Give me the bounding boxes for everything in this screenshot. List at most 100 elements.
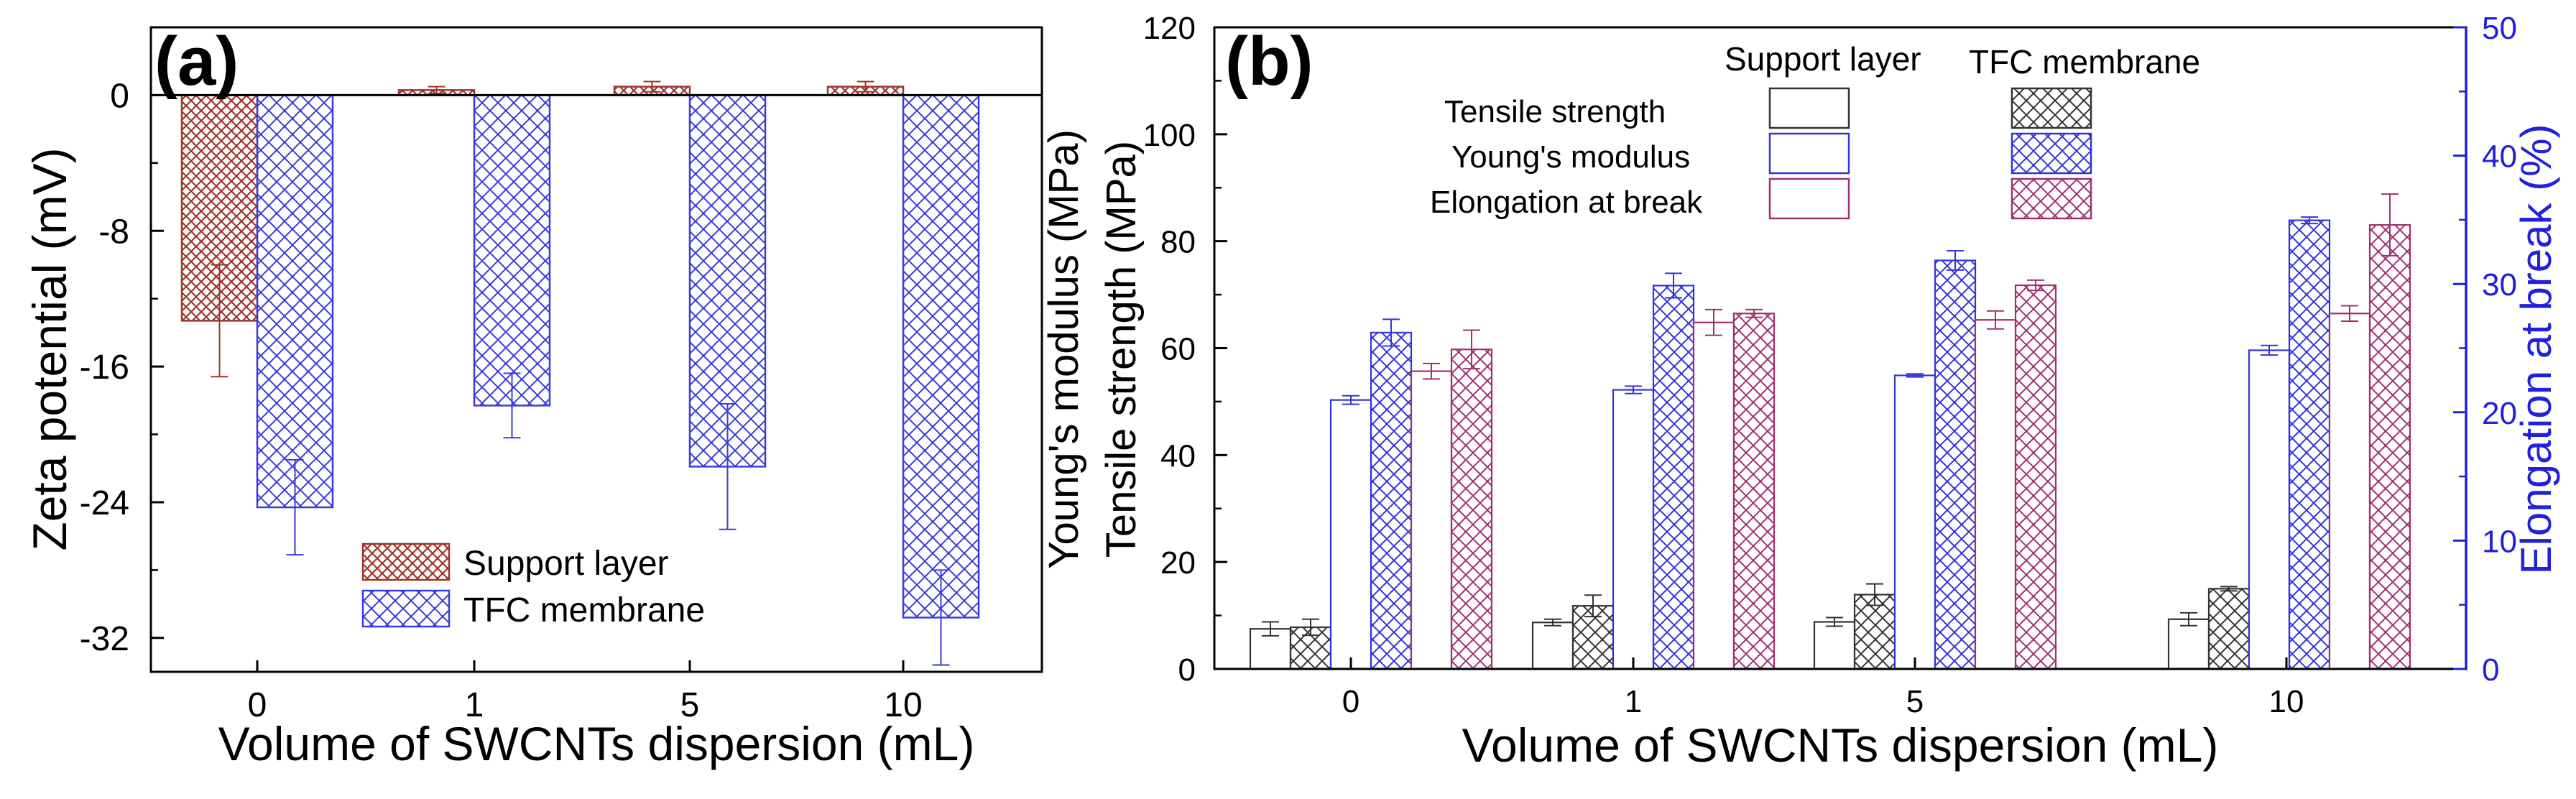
y-tick-label-32: -32 <box>80 620 129 658</box>
x-tick-label-0: 0 <box>1342 684 1359 719</box>
error-bar-young-s-modulus-support-layer-5 <box>1906 373 1924 378</box>
bar-elongation-at-break-support-layer-0 <box>1410 370 1453 670</box>
panel-b-legend: Support layer TFC membrane Tensile stren… <box>1430 40 2200 220</box>
error-bar-elongation-at-break-tfc-membrane-0 <box>1463 329 1480 370</box>
legend-swatch-elongation-tfc <box>2011 177 2092 220</box>
panel-b-label: (b) <box>1225 23 1314 100</box>
bar-tensile-strength-support-layer-1 <box>1531 622 1574 670</box>
right-y-tick-label-10: 10 <box>2482 524 2517 559</box>
legend-row-elongation-at-break: Elongation at break <box>1430 185 1703 220</box>
error-bar-elongation-at-break-support-layer-10 <box>2341 305 2358 322</box>
bar-tensile-strength-support-layer-10 <box>2167 618 2210 670</box>
error-bar-tensile-strength-support-layer-10 <box>2180 611 2197 627</box>
bar-elongation-at-break-tfc-membrane-5 <box>2014 284 2057 670</box>
bar-young-s-modulus-support-layer-10 <box>2248 349 2291 670</box>
legend-label-tfc-membrane: TFC membrane <box>463 591 705 629</box>
error-bar-elongation-at-break-support-layer-0 <box>1423 362 1440 380</box>
bar-young-s-modulus-support-layer-5 <box>1893 374 1936 670</box>
bar-tensile-strength-tfc-membrane-10 <box>2207 588 2250 670</box>
x-tick-label-5: 5 <box>1906 684 1924 719</box>
x-tick-label-10: 10 <box>2269 684 2304 719</box>
panel-a-error-bars <box>211 80 950 666</box>
error-bar-tfc-membrane-1 <box>503 372 521 439</box>
bar-young-s-modulus-support-layer-0 <box>1329 399 1372 670</box>
panel-a-y-axis-label: Zeta potential (mV) <box>23 147 76 550</box>
left-y-tick-label-60: 60 <box>1160 332 1196 367</box>
legend-swatch-tensile-tfc <box>2011 87 2092 129</box>
left-y-tick-label-40: 40 <box>1160 438 1196 474</box>
bar-elongation-at-break-support-layer-1 <box>1692 321 1735 670</box>
legend-swatch-tensile-support <box>1768 87 1850 129</box>
error-bar-support-layer-10 <box>857 80 874 93</box>
panel-a-label: (a) <box>154 23 239 100</box>
legend-swatch-modulus-support <box>1768 132 1850 175</box>
right-y-tick-label-50: 50 <box>2482 11 2517 46</box>
legend-swatch-tfc-membrane <box>361 589 451 628</box>
left-y-tick-label-20: 20 <box>1160 545 1196 581</box>
panel-b-bars <box>1249 219 2411 670</box>
error-bar-support-layer-0 <box>211 264 228 378</box>
error-bar-elongation-at-break-tfc-membrane-10 <box>2381 193 2399 257</box>
x-tick-label-1: 1 <box>1625 684 1642 719</box>
error-bar-young-s-modulus-tfc-membrane-10 <box>2301 216 2318 225</box>
bar-elongation-at-break-tfc-membrane-1 <box>1732 313 1776 670</box>
panel-a-y-ticks: 0 -8 -16 -24 -32 <box>80 26 164 658</box>
bar-tfc-membrane-0 <box>256 94 334 509</box>
x-tick-label-5: 5 <box>680 686 700 724</box>
left-y-tick-label-120: 120 <box>1143 11 1196 46</box>
legend-swatch-modulus-tfc <box>2011 132 2092 175</box>
right-y-tick-label-30: 30 <box>2482 267 2517 302</box>
error-bar-support-layer-1 <box>428 86 446 95</box>
error-bar-tfc-membrane-10 <box>932 569 950 666</box>
panel-b-right-y-ticks: 0 10 20 30 40 50 <box>2453 11 2517 688</box>
right-y-tick-label-20: 20 <box>2482 396 2517 431</box>
bar-young-s-modulus-tfc-membrane-5 <box>1934 259 1977 670</box>
bar-young-s-modulus-tfc-membrane-1 <box>1652 285 1695 670</box>
legend-label-support-layer: Support layer <box>463 545 669 583</box>
bar-elongation-at-break-tfc-membrane-10 <box>2368 223 2411 670</box>
y-tick-label-16: -16 <box>80 348 129 387</box>
legend-column-tfc-membrane: TFC membrane <box>1969 43 2200 80</box>
left-y-tick-label-0: 0 <box>1178 652 1196 688</box>
bar-young-s-modulus-support-layer-1 <box>1612 389 1655 670</box>
error-bar-young-s-modulus-tfc-membrane-5 <box>1947 250 1964 271</box>
bar-tensile-strength-support-layer-5 <box>1813 621 1856 670</box>
panel-a-legend: Support layer TFC membrane <box>361 542 705 629</box>
panel-a-x-ticks: 0 1 5 10 <box>248 660 923 724</box>
panel-b-x-axis-label: Volume of SWCNTs dispersion (mL) <box>1462 719 2219 772</box>
panel-b-y-axis-label-inner: Tensile strength (MPa) <box>1098 141 1145 558</box>
error-bar-young-s-modulus-support-layer-10 <box>2261 344 2278 356</box>
error-bar-young-s-modulus-tfc-membrane-0 <box>1382 318 1400 347</box>
y-tick-label-0: 0 <box>110 77 129 115</box>
error-bar-elongation-at-break-tfc-membrane-5 <box>2027 279 2044 292</box>
error-bar-tensile-strength-support-layer-0 <box>1262 621 1279 637</box>
panel-b-mechanical-properties: 0 20 40 60 80 100 120 0 10 20 30 40 50 0 1 5 10 (b) Vo… <box>1040 11 2560 772</box>
x-tick-label-10: 10 <box>884 686 922 724</box>
bar-elongation-at-break-support-layer-5 <box>1974 319 2017 670</box>
panel-b-y-axis-label-outer: Young's modulus (MPa) <box>1040 129 1087 569</box>
legend-swatch-elongation-support <box>1768 177 1850 220</box>
error-bar-tfc-membrane-0 <box>286 458 304 556</box>
error-bar-tensile-strength-tfc-membrane-1 <box>1584 594 1602 618</box>
left-y-tick-label-100: 100 <box>1143 118 1196 153</box>
bar-elongation-at-break-support-layer-10 <box>2328 313 2371 670</box>
panel-b-left-y-ticks: 0 20 40 60 80 100 120 <box>1143 11 1227 688</box>
bar-young-s-modulus-tfc-membrane-10 <box>2288 219 2331 670</box>
panel-a-zeta-potential: 0 -8 -16 -24 -32 0 1 5 10 (a) Volume of SWCNTs … <box>23 23 1043 770</box>
panel-b-error-bars <box>1262 193 2399 637</box>
error-bar-tensile-strength-tfc-membrane-5 <box>1866 583 1883 606</box>
right-y-tick-label-0: 0 <box>2482 652 2499 688</box>
legend-column-support-layer: Support layer <box>1725 40 1921 78</box>
bar-tfc-membrane-10 <box>902 94 980 619</box>
right-y-tick-label-40: 40 <box>2482 139 2517 175</box>
error-bar-tensile-strength-tfc-membrane-10 <box>2220 586 2238 592</box>
legend-swatch-support-layer <box>361 542 451 581</box>
error-bar-young-s-modulus-support-layer-1 <box>1625 385 1642 394</box>
x-tick-label-1: 1 <box>465 686 484 724</box>
error-bar-support-layer-5 <box>643 80 661 93</box>
error-bar-young-s-modulus-support-layer-0 <box>1342 394 1359 405</box>
x-tick-label-0: 0 <box>248 686 267 724</box>
panel-b-right-axis-label: Elongation at break (%) <box>2512 124 2560 574</box>
error-bar-elongation-at-break-support-layer-5 <box>1987 310 2004 330</box>
